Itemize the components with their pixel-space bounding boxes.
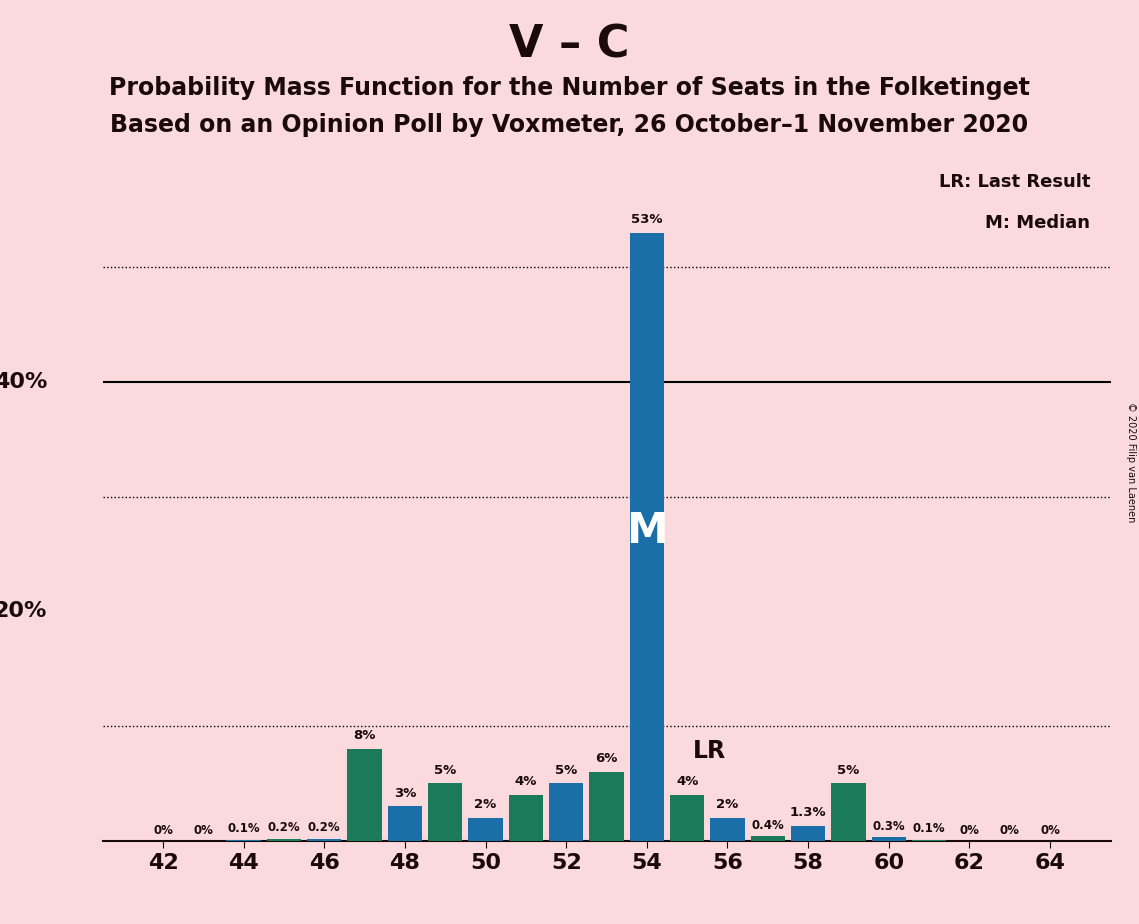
- Text: © 2020 Filip van Laenen: © 2020 Filip van Laenen: [1126, 402, 1136, 522]
- Bar: [549, 784, 583, 841]
- Bar: [912, 840, 947, 841]
- Text: 3%: 3%: [394, 786, 416, 799]
- Bar: [387, 807, 423, 841]
- Text: Probability Mass Function for the Number of Seats in the Folketinget: Probability Mass Function for the Number…: [109, 76, 1030, 100]
- Text: M: Median: M: Median: [985, 214, 1090, 233]
- Bar: [589, 772, 624, 841]
- Text: 0%: 0%: [194, 824, 213, 837]
- Bar: [428, 784, 462, 841]
- Bar: [227, 840, 261, 841]
- Text: 40%: 40%: [0, 372, 47, 392]
- Text: 0.1%: 0.1%: [912, 822, 945, 835]
- Text: LR: Last Result: LR: Last Result: [939, 173, 1090, 191]
- Text: 0%: 0%: [1040, 824, 1060, 837]
- Text: 5%: 5%: [555, 763, 577, 776]
- Text: 0.4%: 0.4%: [752, 819, 784, 832]
- Text: 0%: 0%: [959, 824, 980, 837]
- Text: 0.2%: 0.2%: [308, 821, 341, 834]
- Text: 2%: 2%: [475, 798, 497, 811]
- Text: 4%: 4%: [675, 775, 698, 788]
- Text: 1.3%: 1.3%: [789, 806, 827, 819]
- Text: V – C: V – C: [509, 23, 630, 67]
- Text: 5%: 5%: [837, 763, 860, 776]
- Text: LR: LR: [694, 739, 727, 763]
- Bar: [630, 233, 664, 841]
- Text: 5%: 5%: [434, 763, 457, 776]
- Bar: [711, 818, 745, 841]
- Text: M: M: [626, 510, 667, 552]
- Bar: [308, 839, 342, 841]
- Text: 6%: 6%: [596, 752, 617, 765]
- Bar: [509, 795, 543, 841]
- Bar: [670, 795, 704, 841]
- Text: 2%: 2%: [716, 798, 738, 811]
- Bar: [468, 818, 502, 841]
- Text: 0.1%: 0.1%: [228, 822, 260, 835]
- Text: 53%: 53%: [631, 213, 663, 225]
- Text: 0.3%: 0.3%: [872, 820, 906, 833]
- Bar: [790, 826, 826, 841]
- Text: Based on an Opinion Poll by Voxmeter, 26 October–1 November 2020: Based on an Opinion Poll by Voxmeter, 26…: [110, 113, 1029, 137]
- Text: 0%: 0%: [153, 824, 173, 837]
- Text: 20%: 20%: [0, 602, 47, 621]
- Bar: [347, 749, 382, 841]
- Bar: [831, 784, 866, 841]
- Text: 4%: 4%: [515, 775, 538, 788]
- Text: 0%: 0%: [1000, 824, 1019, 837]
- Text: 8%: 8%: [353, 729, 376, 742]
- Text: 0.2%: 0.2%: [268, 821, 301, 834]
- Bar: [871, 837, 906, 841]
- Bar: [751, 836, 785, 841]
- Bar: [267, 839, 301, 841]
